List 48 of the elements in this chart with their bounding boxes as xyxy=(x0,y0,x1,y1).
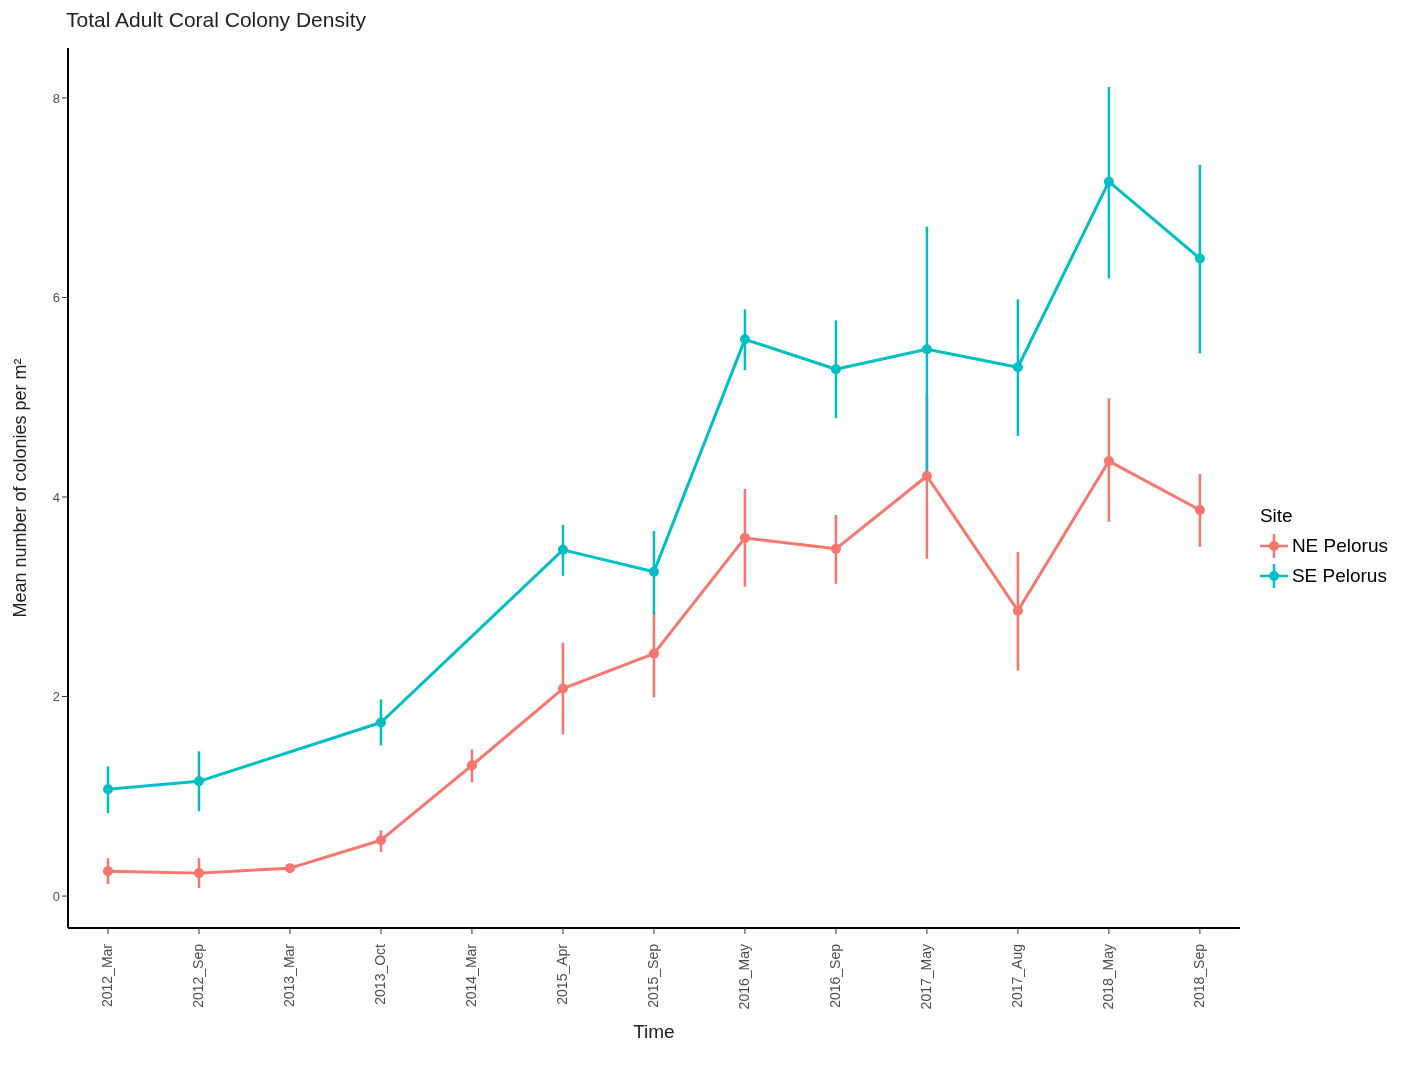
x-tick-label: 2017_Aug xyxy=(1008,944,1025,1008)
point xyxy=(1194,253,1205,264)
point xyxy=(103,866,113,877)
y-tick-label: 4 xyxy=(52,489,60,505)
y-tick-label: 6 xyxy=(52,290,60,306)
point xyxy=(1103,176,1114,187)
y-tick-label: 0 xyxy=(52,888,60,904)
y-tick-label: 2 xyxy=(52,689,60,705)
point xyxy=(830,364,841,375)
point xyxy=(1103,456,1114,467)
x-tick-label: 2013_Oct xyxy=(371,943,388,1005)
point xyxy=(739,334,750,345)
point xyxy=(103,784,113,795)
point xyxy=(1194,504,1205,515)
x-tick-label: 2018_Sep xyxy=(1190,943,1207,1008)
x-tick-label: 2013_Mar xyxy=(280,943,297,1008)
x-tick-label: 2012_Mar xyxy=(98,943,115,1008)
chart-title: Total Adult Coral Colony Density xyxy=(65,8,367,33)
point xyxy=(1012,362,1023,373)
x-tick-label: 2018_May xyxy=(1099,944,1116,1010)
legend-title: Site xyxy=(1259,505,1294,527)
point xyxy=(193,776,204,787)
x-tick-label: 2016_May xyxy=(735,944,752,1010)
point xyxy=(193,868,204,879)
x-tick-label: 2016_Sep xyxy=(826,943,843,1008)
y-axis-title: Mean number of colonies per m² xyxy=(10,358,30,618)
point xyxy=(648,648,659,659)
point xyxy=(830,543,841,554)
point xyxy=(739,532,750,543)
point xyxy=(375,717,386,728)
point xyxy=(466,760,477,771)
x-tick-label: 2012_Sep xyxy=(189,943,206,1008)
x-axis-title: Time xyxy=(633,1021,675,1042)
x-tick-label: 2015_Apr xyxy=(553,943,570,1005)
point xyxy=(284,863,295,874)
legend-label: SE Pelorus xyxy=(1291,565,1387,587)
point xyxy=(648,566,659,577)
legend-label: NE Pelorus xyxy=(1291,535,1388,557)
point xyxy=(375,835,386,846)
x-tick-label: 2014_Mar xyxy=(462,943,479,1008)
point xyxy=(557,544,568,555)
point xyxy=(557,683,568,694)
point xyxy=(921,344,932,355)
x-tick-label: 2017_May xyxy=(917,944,934,1010)
point xyxy=(921,471,932,482)
y-tick-label: 8 xyxy=(52,90,60,106)
x-tick-label: 2015_Sep xyxy=(644,943,661,1008)
point xyxy=(1012,605,1023,616)
